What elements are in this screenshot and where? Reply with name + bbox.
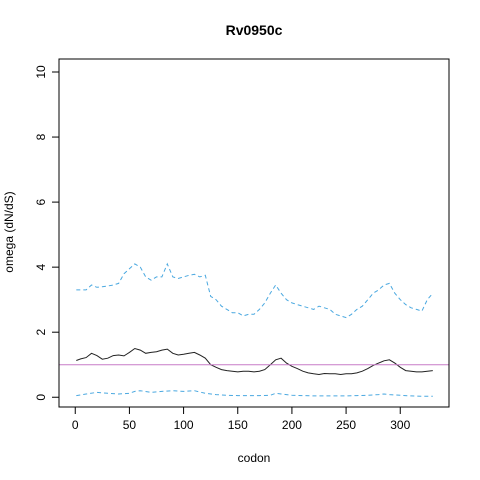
x-tick-label: 0 xyxy=(72,418,79,432)
series-line-1 xyxy=(76,347,433,376)
y-tick-label: 8 xyxy=(34,133,48,140)
y-tick-label: 10 xyxy=(34,65,48,79)
y-tick-label: 0 xyxy=(34,394,48,401)
plot-area: 0 50 100 150 200 250 300 0 2 4 6 8 10 xyxy=(34,58,450,432)
x-axis-label: codon xyxy=(238,451,271,465)
y-tick-label: 2 xyxy=(34,329,48,336)
x-tick-label: 50 xyxy=(123,418,137,432)
x-tick-label: 200 xyxy=(282,418,302,432)
series-line-3 xyxy=(76,390,433,397)
x-tick-label: 250 xyxy=(336,418,356,432)
y-axis-label: omega (dN/dS) xyxy=(2,191,16,272)
y-tick-label: 6 xyxy=(34,198,48,205)
x-tick-label: 300 xyxy=(390,418,410,432)
series-line-2 xyxy=(76,262,434,319)
chart-title: Rv0950c xyxy=(226,22,283,38)
x-tick-label: 100 xyxy=(174,418,194,432)
y-tick-label: 4 xyxy=(34,263,48,270)
x-tick-label: 150 xyxy=(228,418,248,432)
